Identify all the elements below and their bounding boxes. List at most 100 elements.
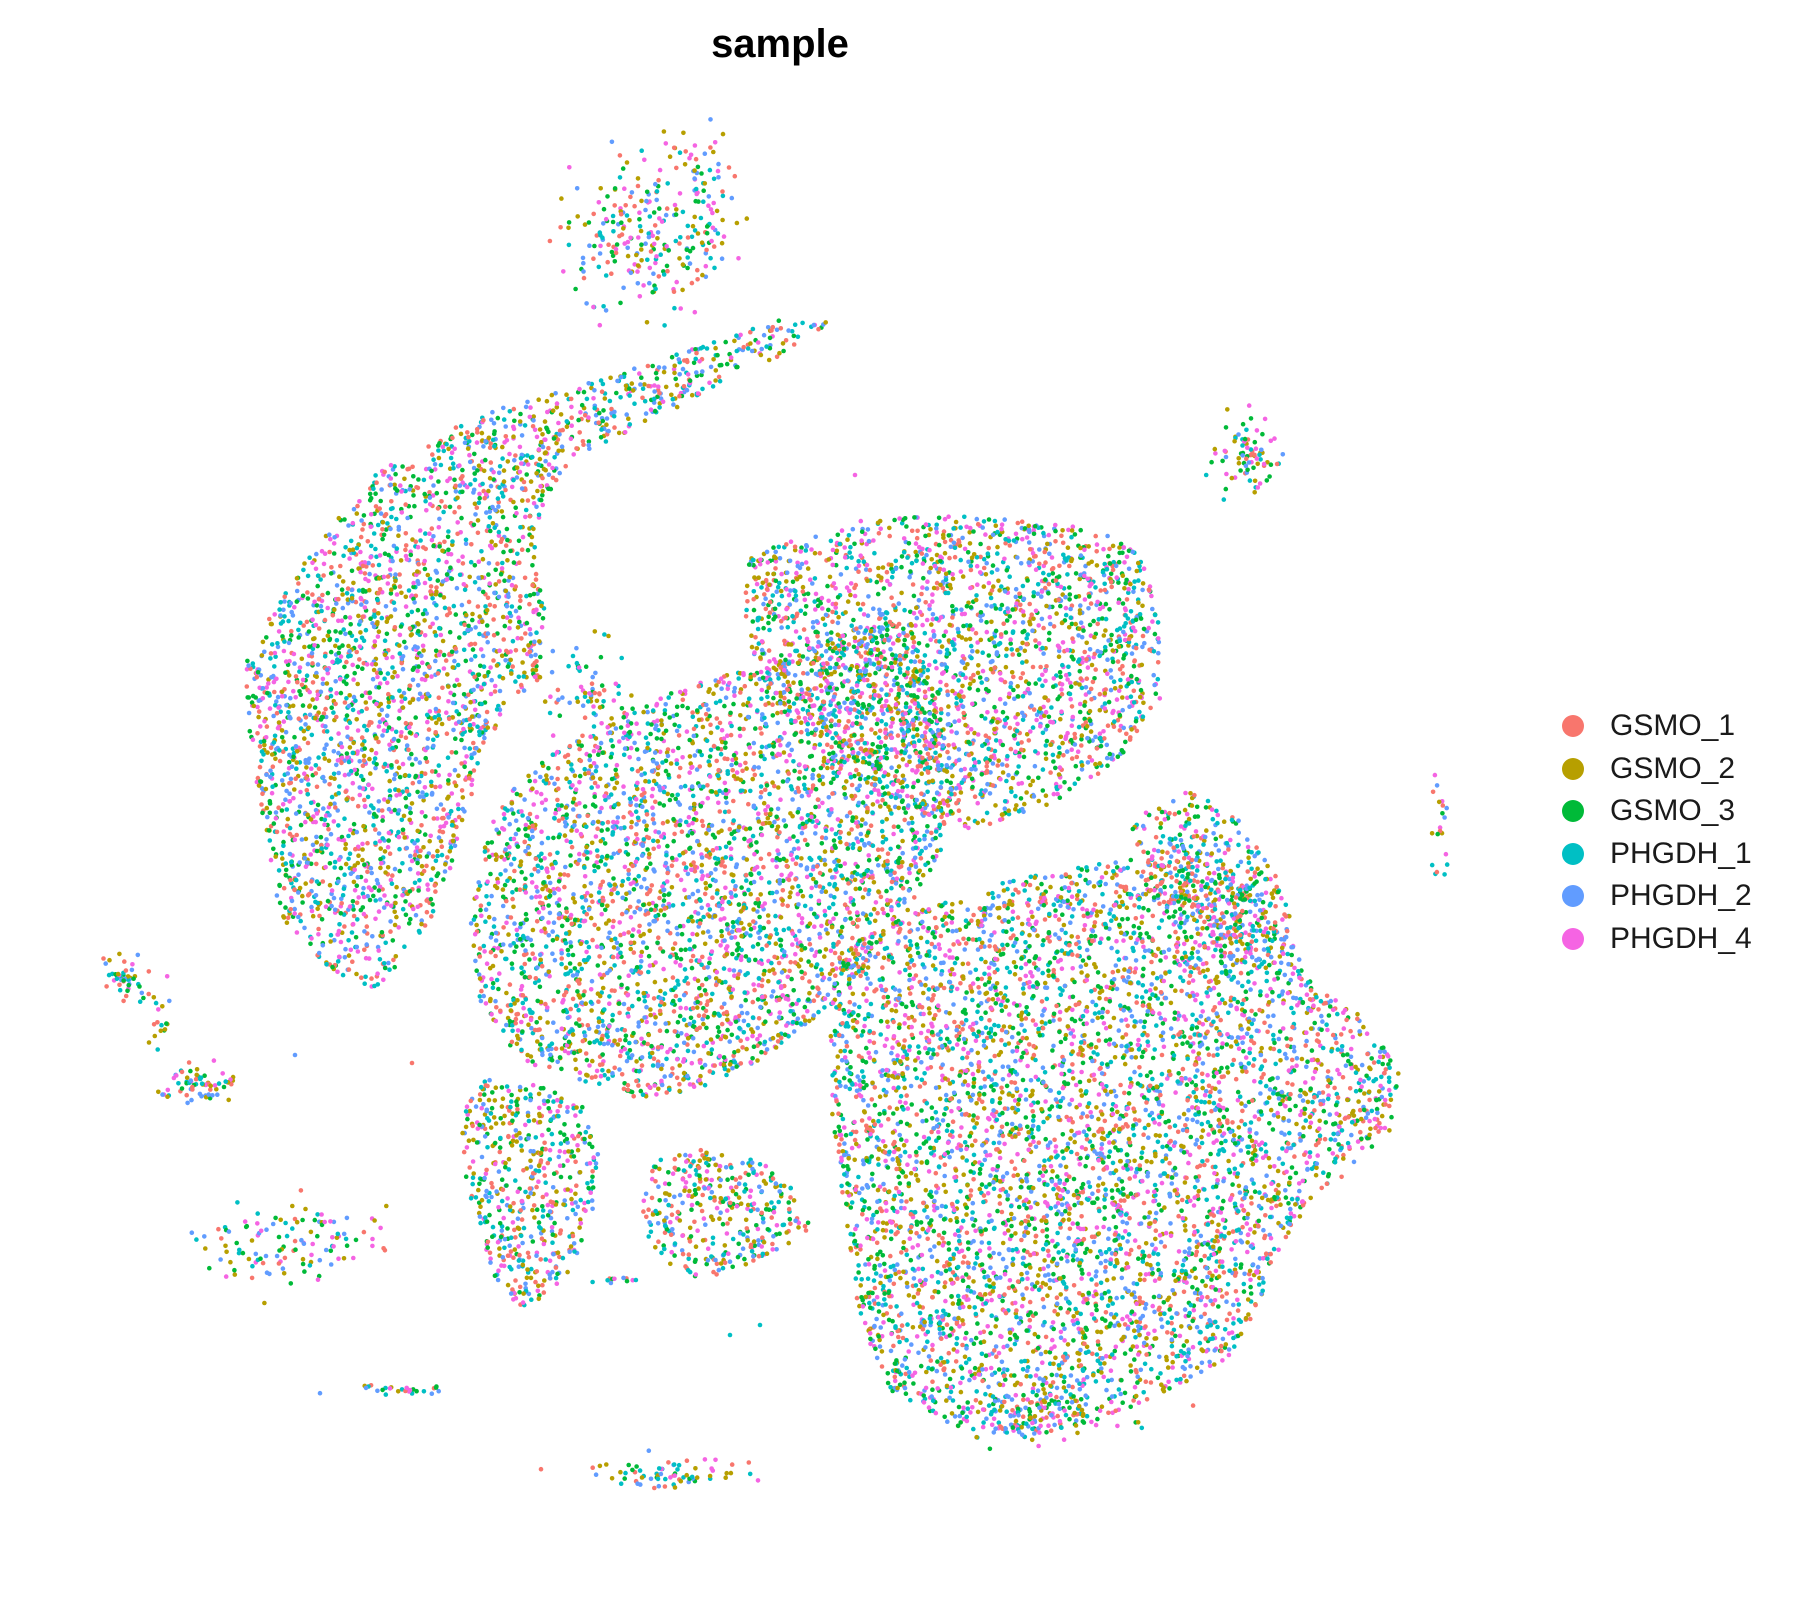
data-point: [670, 856, 675, 861]
data-point: [499, 540, 504, 545]
data-point: [605, 416, 610, 421]
data-point: [945, 750, 950, 755]
data-point: [410, 859, 415, 864]
data-point: [284, 730, 289, 735]
data-point: [364, 942, 369, 947]
data-point: [308, 713, 313, 718]
data-point: [776, 785, 781, 790]
data-point: [827, 795, 832, 800]
data-point: [763, 788, 768, 793]
data-point: [412, 504, 417, 509]
data-point: [334, 691, 339, 696]
data-point: [550, 466, 555, 471]
data-point: [596, 963, 601, 968]
data-point: [599, 378, 604, 383]
data-point: [872, 907, 877, 912]
data-point: [855, 910, 860, 915]
data-point: [899, 828, 904, 833]
data-point: [813, 805, 818, 810]
data-point: [604, 763, 609, 768]
data-point: [739, 1061, 744, 1066]
data-point: [400, 861, 405, 866]
data-point: [363, 571, 368, 576]
data-point: [907, 867, 912, 872]
data-point: [397, 835, 402, 840]
data-point: [245, 684, 250, 689]
data-point: [397, 572, 402, 577]
data-point: [481, 444, 486, 449]
data-point: [434, 859, 439, 864]
data-point: [453, 736, 458, 741]
data-point: [378, 681, 383, 686]
data-point: [422, 492, 427, 497]
data-point: [621, 815, 626, 820]
data-point: [552, 920, 557, 925]
data-point: [460, 603, 465, 608]
data-point: [486, 572, 491, 577]
data-point: [592, 923, 597, 928]
data-point: [517, 605, 522, 610]
data-point: [870, 875, 875, 880]
data-point: [393, 472, 398, 477]
data-point: [255, 731, 260, 736]
data-point: [400, 657, 405, 662]
data-point: [295, 680, 300, 685]
data-point: [768, 812, 773, 817]
data-point: [482, 682, 487, 687]
data-point: [455, 520, 460, 525]
data-point: [729, 733, 734, 738]
data-point: [629, 746, 634, 751]
data-point: [498, 689, 503, 694]
data-point: [287, 715, 292, 720]
data-point: [332, 541, 337, 546]
data-point: [427, 531, 432, 536]
data-point: [631, 388, 636, 393]
data-point: [696, 978, 701, 983]
data-point: [582, 767, 587, 772]
data-point: [493, 954, 498, 959]
data-point: [353, 847, 358, 852]
data-point: [723, 340, 728, 345]
data-point: [451, 833, 456, 838]
data-point: [376, 591, 381, 596]
data-point: [756, 997, 761, 1002]
data-point: [712, 340, 717, 345]
data-point: [689, 915, 694, 920]
data-point: [324, 904, 329, 909]
data-point: [557, 471, 562, 476]
data-point: [271, 764, 276, 769]
data-point: [282, 886, 287, 891]
data-point: [409, 553, 414, 558]
data-point: [793, 952, 798, 957]
data-point: [331, 613, 336, 618]
data-point: [715, 970, 720, 975]
data-point: [523, 515, 528, 520]
data-point: [596, 420, 601, 425]
data-point: [352, 880, 357, 885]
data-point: [439, 499, 444, 504]
data-point: [398, 792, 403, 797]
data-point: [372, 608, 377, 613]
data-point: [709, 365, 714, 370]
data-point: [608, 399, 613, 404]
data-point: [448, 505, 453, 510]
data-point: [430, 902, 435, 907]
data-point: [524, 912, 529, 917]
data-point: [524, 405, 529, 410]
data-point: [615, 1028, 620, 1033]
data-point: [552, 782, 557, 787]
data-point: [488, 665, 493, 670]
data-point: [511, 500, 516, 505]
data-point: [295, 589, 300, 594]
data-point: [310, 617, 315, 622]
data-point: [894, 676, 899, 681]
data-point: [351, 521, 356, 526]
data-point: [368, 492, 373, 497]
data-point: [348, 745, 353, 750]
data-point: [373, 827, 378, 832]
data-point: [278, 600, 283, 605]
data-point: [479, 903, 484, 908]
data-point: [340, 643, 345, 648]
data-point: [792, 334, 797, 339]
data-point: [677, 372, 682, 377]
